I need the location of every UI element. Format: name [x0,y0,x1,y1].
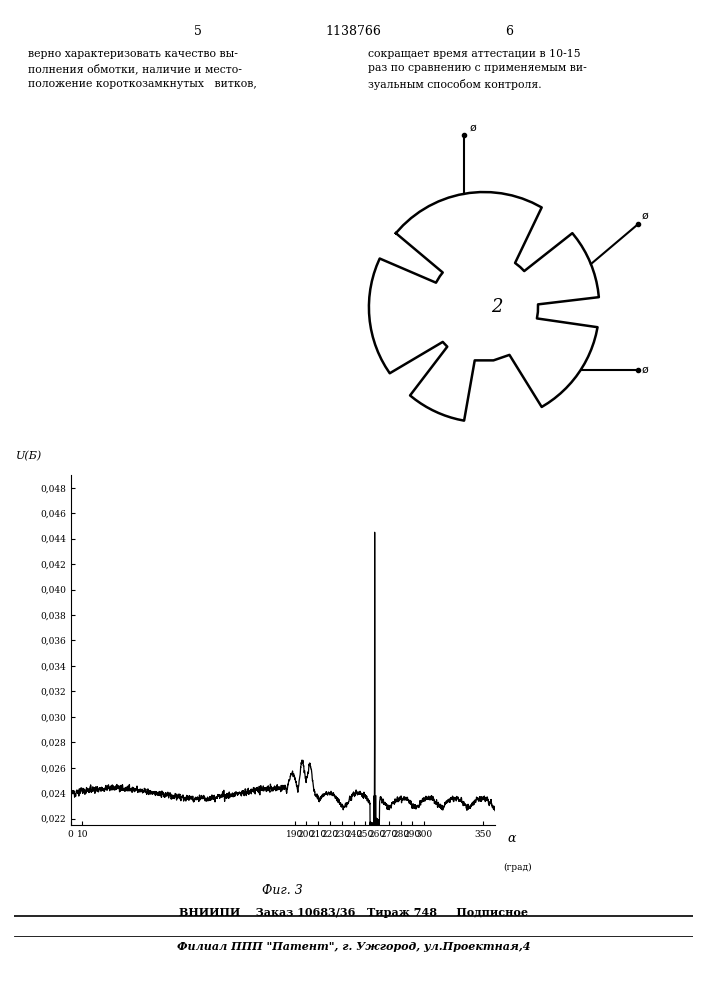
Text: 1138766: 1138766 [325,25,382,38]
Text: ВНИИПИ    Заказ 10683/36   Тираж 748     Подписное: ВНИИПИ Заказ 10683/36 Тираж 748 Подписно… [179,907,528,918]
Text: (град): (град) [503,862,532,872]
Text: ø: ø [470,123,477,133]
Text: Филиал ППП "Патент", г. Ужгород, ул.Проектная,4: Филиал ППП "Патент", г. Ужгород, ул.Прое… [177,941,530,952]
Text: Фиг. 2: Фиг. 2 [450,476,490,489]
Text: ø: ø [642,365,648,375]
Text: ø: ø [641,211,648,221]
Text: α: α [508,832,516,846]
Text: верно характеризовать качество вы-
полнения обмотки, наличие и место-
положение : верно характеризовать качество вы- полне… [28,49,257,89]
Text: 6: 6 [505,25,513,38]
Text: 2: 2 [491,298,503,316]
Text: U(Б): U(Б) [16,451,42,461]
Text: 5: 5 [194,25,202,38]
Text: сокращает время аттестации в 10-15
раз по сравнению с применяемым ви-
зуальным с: сокращает время аттестации в 10-15 раз п… [368,49,586,90]
Text: Фиг. 3: Фиг. 3 [262,884,303,898]
